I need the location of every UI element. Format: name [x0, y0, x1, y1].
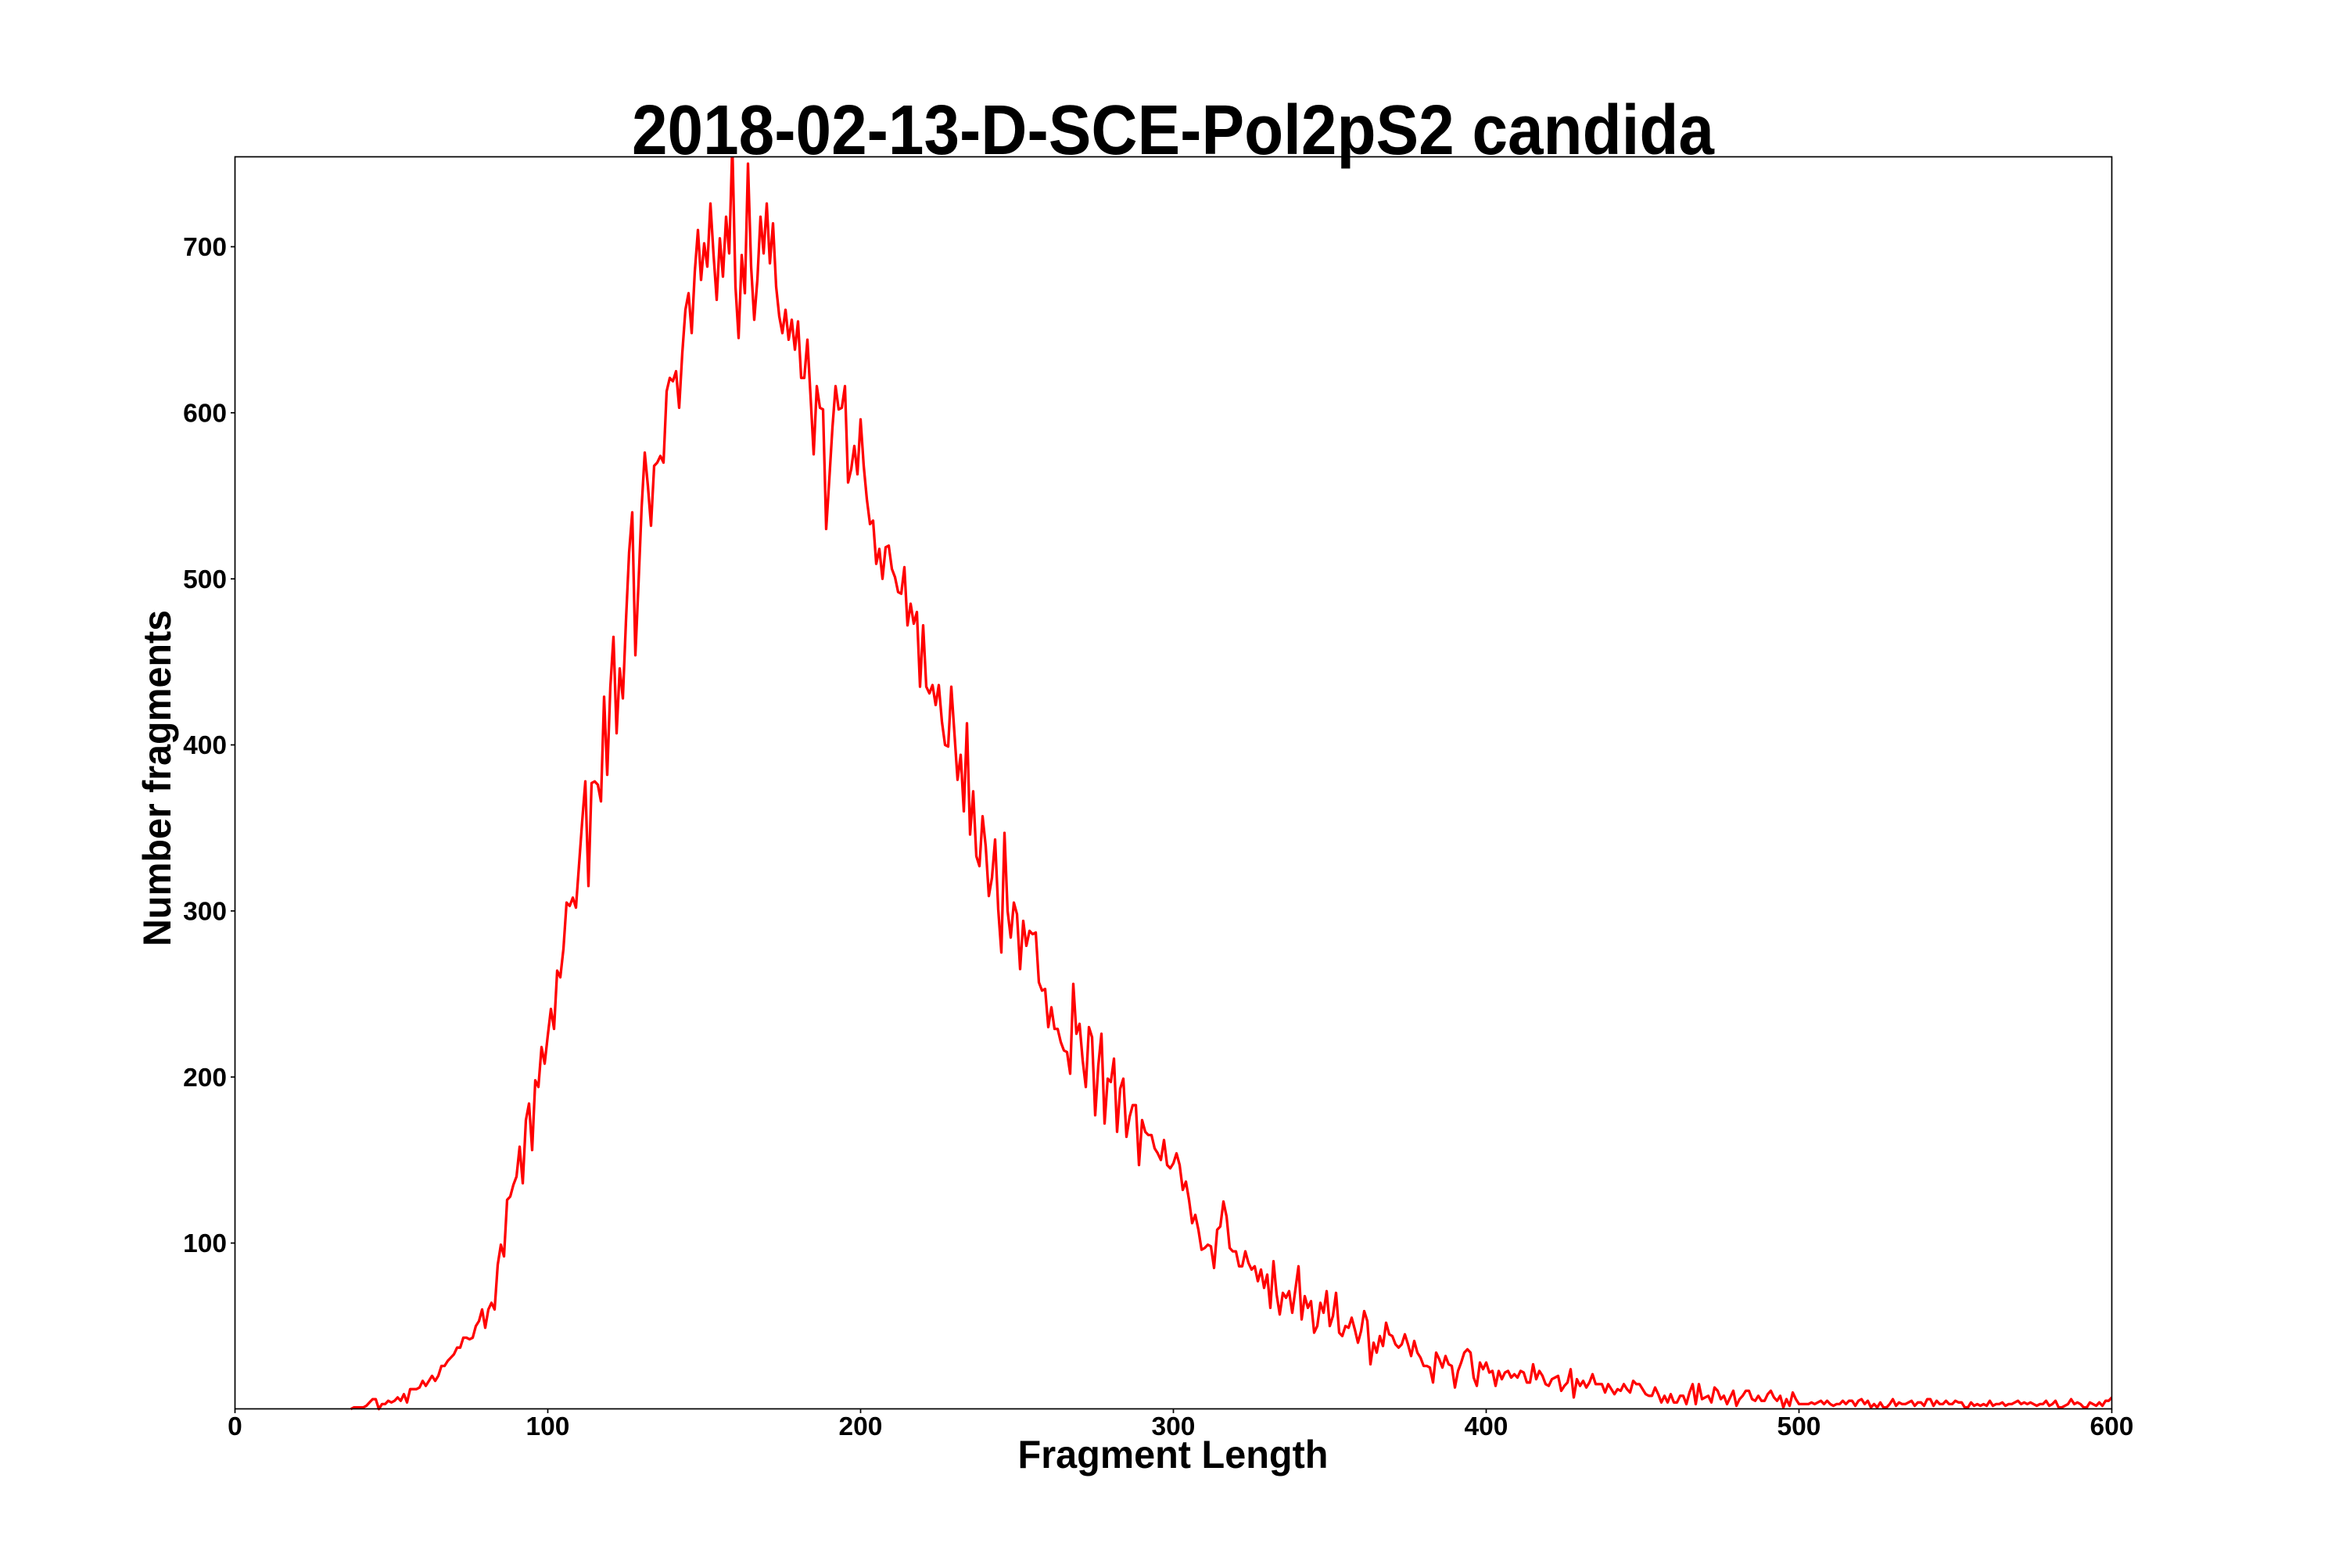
svg-text:100: 100 [183, 1229, 227, 1258]
svg-text:400: 400 [183, 731, 227, 760]
svg-text:400: 400 [1465, 1412, 1508, 1441]
svg-text:600: 600 [2090, 1412, 2134, 1441]
svg-text:100: 100 [526, 1412, 570, 1441]
svg-text:Fragment Length: Fragment Length [1018, 1433, 1329, 1477]
svg-text:2018-02-13-D-SCE-Pol2pS2 candi: 2018-02-13-D-SCE-Pol2pS2 candida [632, 91, 1715, 170]
svg-text:0: 0 [228, 1412, 242, 1441]
svg-text:Number fragments: Number fragments [135, 610, 179, 946]
svg-text:500: 500 [183, 565, 227, 594]
svg-text:200: 200 [839, 1412, 883, 1441]
svg-text:200: 200 [183, 1064, 227, 1093]
svg-text:300: 300 [1152, 1412, 1196, 1441]
svg-text:700: 700 [183, 233, 227, 262]
svg-text:500: 500 [1777, 1412, 1821, 1441]
svg-text:300: 300 [183, 898, 227, 927]
svg-text:600: 600 [183, 400, 227, 429]
